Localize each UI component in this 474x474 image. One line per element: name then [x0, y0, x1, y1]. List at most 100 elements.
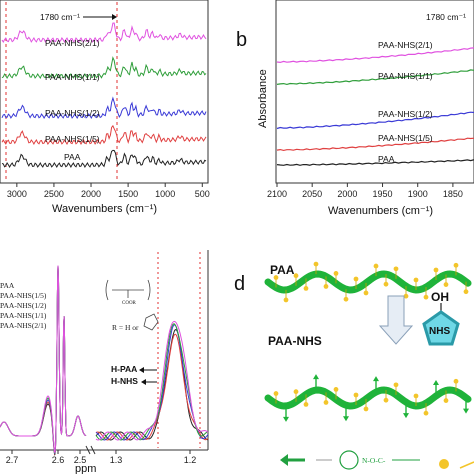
panel-d-acid-dot [433, 267, 439, 273]
panel-d-acid-dot [443, 398, 449, 403]
panel-c-hpaa: H-PAA [111, 364, 137, 374]
panel-b-curve [276, 111, 474, 130]
panel-d-nhs-group-head [283, 416, 289, 422]
panel-d-acid-dot [293, 273, 299, 279]
panel-d-legend-ring [339, 450, 359, 470]
panel-d-paa-chain [264, 261, 472, 303]
panel-c: PAAPAA-NHS(1/5)PAA-NHS(1/2)PAA-NHS(1/1)P… [0, 250, 209, 474]
panel-d-acid-dot [303, 401, 309, 407]
panel-d-nhs-group-head [433, 380, 439, 386]
panel-d-acid-dot [373, 263, 379, 269]
panel-c-tick-label: 2.6 [52, 455, 65, 465]
panel-a-curve [1, 22, 207, 44]
panel-d-acid-dot [393, 266, 399, 272]
panel-b-curve [276, 159, 474, 166]
panel-b-curve [276, 69, 474, 86]
panel-c-legend-entry: PAA-NHS(1/2) [0, 301, 47, 310]
panel-d-acid-dot [353, 276, 359, 282]
panel-d-chain-body [264, 386, 472, 410]
panel-c-curve-left [0, 265, 87, 453]
panel-a-ticks: 3000 2500 2000 1500 1000 500 [7, 183, 210, 199]
panel-c-r-label: R = H or [112, 323, 139, 332]
panel-a-series-label: PAA-NHS(1/5) [45, 134, 100, 144]
panel-c-legend-entry: PAA [0, 281, 15, 290]
panel-d-acid-dot [413, 277, 419, 283]
panel-d-acid-dot [363, 290, 369, 296]
panel-d-nhs-label: NHS [429, 326, 450, 337]
panel-c-hpaa-arrowhead [139, 367, 144, 373]
panel-c-curve-right [95, 329, 209, 441]
panel-b-series-label: PAA-NHS(1/5) [378, 133, 433, 143]
panel-a-curve [1, 56, 207, 80]
panel-d-acid-dot [423, 410, 429, 416]
panel-d-acid-dot [313, 261, 319, 267]
panel-c-tick-label: 2.5 [74, 455, 87, 465]
panel-a-series-label: PAA-NHS(1/2) [45, 108, 100, 118]
panel-c-curve-right [95, 333, 209, 441]
panel-d-acid-dot [383, 397, 389, 403]
panel-a-arrowhead [112, 14, 117, 20]
panel-d-acid-dot [283, 297, 289, 303]
panel-d-acid-dot [353, 392, 359, 398]
panel-b-curve [276, 137, 474, 152]
panel-d-acid-dot [323, 284, 329, 289]
panel-b-tick-label: 2000 [337, 189, 357, 199]
panel-b-curves [276, 47, 474, 166]
panel-a-series-label: PAA-NHS(2/1) [45, 38, 100, 48]
panel-c-curves [0, 265, 209, 456]
panel-c-tick-label: 2.7 [6, 455, 19, 465]
panel-d-acid-dot [383, 281, 389, 287]
panel-d-legend-dot [439, 459, 449, 469]
panel-a-tick-label: 1000 [155, 189, 175, 199]
panel-d-acid-dot [273, 275, 279, 280]
panel-d-nhs-group-head [313, 374, 319, 380]
panel-d-acid-dot [453, 262, 459, 268]
svg-text:COOR: COOR [122, 301, 137, 306]
panel-a-curve [1, 124, 207, 146]
panel-d-paa-nhs-label: PAA-NHS [268, 334, 322, 348]
panel-d-acid-dot [463, 289, 469, 295]
panel-a-annotation: 1780 cm⁻¹ [40, 12, 80, 22]
panel-d-legend: N-O-C- [280, 450, 474, 470]
panel-b-xlabel: Wavenumbers (cm⁻¹) [328, 205, 433, 217]
panel-b-tick-label: 1850 [443, 189, 463, 199]
panel-c-tick-label: 1.3 [110, 455, 123, 465]
panel-d-acid-dot [453, 378, 459, 384]
panel-c-structure: COOR R = H or [105, 279, 159, 332]
panel-c-curve-right [95, 320, 209, 441]
panel-a-curve [1, 149, 207, 169]
panel-d-acid-dot [423, 294, 429, 300]
panel-d-acid-dot [413, 393, 419, 399]
panel-d-legend-arrowhead [280, 454, 288, 466]
panel-c-legend: PAAPAA-NHS(1/5)PAA-NHS(1/2)PAA-NHS(1/1)P… [0, 281, 47, 330]
panel-a-tick-label: 1500 [118, 189, 138, 199]
panel-d-acid-dot [363, 406, 369, 412]
panel-d-nhs-group-head [373, 376, 379, 382]
panel-d-paa-nhs-chain [264, 374, 472, 422]
panel-b: b Absorbance 1780 cm⁻¹ PAA-NHS(2/1)PAA-N… [236, 0, 474, 217]
panel-b-tick-label: 2100 [267, 189, 287, 199]
panel-a: 1780 cm⁻¹ PAA-NHS(2/1)PAA-NHS(1/1)PAA-NH… [0, 0, 210, 215]
panel-c-hnhs: H-NHS [111, 376, 138, 386]
panel-d-acid-dot [403, 293, 409, 299]
panel-d-oh-label: OH [431, 290, 449, 304]
panel-d-letter: d [234, 273, 245, 295]
panel-d-nhs-group-head [403, 413, 409, 419]
panel-b-frame [275, 0, 474, 184]
panel-a-xlabel: Wavenumbers (cm⁻¹) [52, 203, 157, 215]
panel-b-tick-label: 2050 [302, 189, 322, 199]
panel-b-series-label: PAA-NHS(1/1) [378, 71, 433, 81]
panel-d-acid-dot [323, 400, 329, 405]
panel-d-acid-dot [393, 382, 399, 388]
panel-b-tick-label: 1950 [373, 189, 393, 199]
panel-a-series-label: PAA [64, 152, 81, 162]
panel-b-curve [276, 47, 474, 64]
panel-b-ylabel: Absorbance [257, 69, 269, 128]
panel-a-tick-label: 2000 [81, 189, 101, 199]
panel-d-acid-dot [273, 391, 279, 396]
panel-d-acid-dot [303, 285, 309, 291]
panel-d-legend-structure: N-O-C- [362, 456, 386, 465]
panel-c-ticks: 2.7 2.6 2.5 1.3 1.2 [6, 450, 196, 465]
panel-c-curve-right [95, 323, 209, 441]
panel-b-ticks: 2100 2050 2000 1950 1900 1850 [267, 183, 463, 199]
